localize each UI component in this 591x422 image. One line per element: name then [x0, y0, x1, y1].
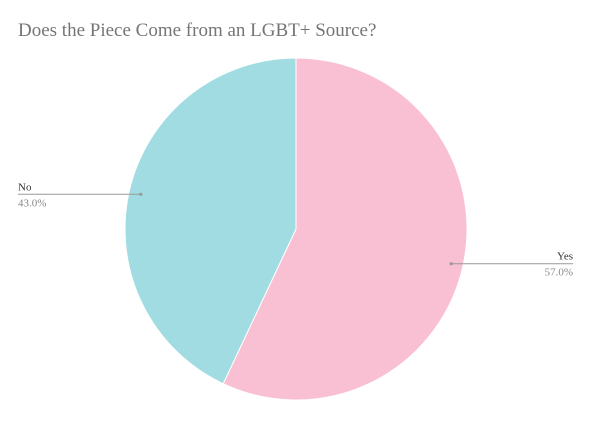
slice-label-no: No	[18, 181, 32, 193]
slice-percent-no: 43.0%	[18, 197, 46, 209]
pie-slice-no[interactable]	[124, 57, 297, 385]
slice-percent-yes: 57.0%	[545, 267, 573, 279]
pie-slice-yes[interactable]	[222, 57, 468, 401]
leader-dot-no	[139, 192, 143, 196]
slice-label-yes: Yes	[557, 251, 573, 263]
leader-dot-yes	[449, 262, 453, 266]
chart-title: Does the Piece Come from an LGBT+ Source…	[18, 20, 377, 41]
